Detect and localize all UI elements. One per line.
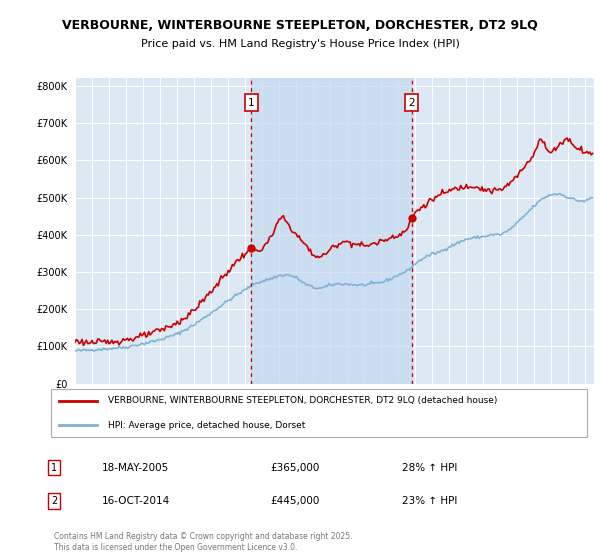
Text: 2: 2 <box>409 97 415 108</box>
Text: VERBOURNE, WINTERBOURNE STEEPLETON, DORCHESTER, DT2 9LQ: VERBOURNE, WINTERBOURNE STEEPLETON, DORC… <box>62 18 538 32</box>
Text: Contains HM Land Registry data © Crown copyright and database right 2025.
This d: Contains HM Land Registry data © Crown c… <box>54 533 353 552</box>
Text: 2: 2 <box>51 496 57 506</box>
FancyBboxPatch shape <box>51 389 587 437</box>
Text: Price paid vs. HM Land Registry's House Price Index (HPI): Price paid vs. HM Land Registry's House … <box>140 39 460 49</box>
Text: 16-OCT-2014: 16-OCT-2014 <box>102 496 170 506</box>
Text: £445,000: £445,000 <box>270 496 319 506</box>
Text: £365,000: £365,000 <box>270 463 319 473</box>
Text: 18-MAY-2005: 18-MAY-2005 <box>102 463 169 473</box>
Text: VERBOURNE, WINTERBOURNE STEEPLETON, DORCHESTER, DT2 9LQ (detached house): VERBOURNE, WINTERBOURNE STEEPLETON, DORC… <box>108 396 497 405</box>
Bar <box>251 78 412 384</box>
Text: HPI: Average price, detached house, Dorset: HPI: Average price, detached house, Dors… <box>108 421 305 430</box>
Text: 28% ↑ HPI: 28% ↑ HPI <box>402 463 457 473</box>
Text: 1: 1 <box>248 97 255 108</box>
Text: 23% ↑ HPI: 23% ↑ HPI <box>402 496 457 506</box>
Text: 1: 1 <box>51 463 57 473</box>
